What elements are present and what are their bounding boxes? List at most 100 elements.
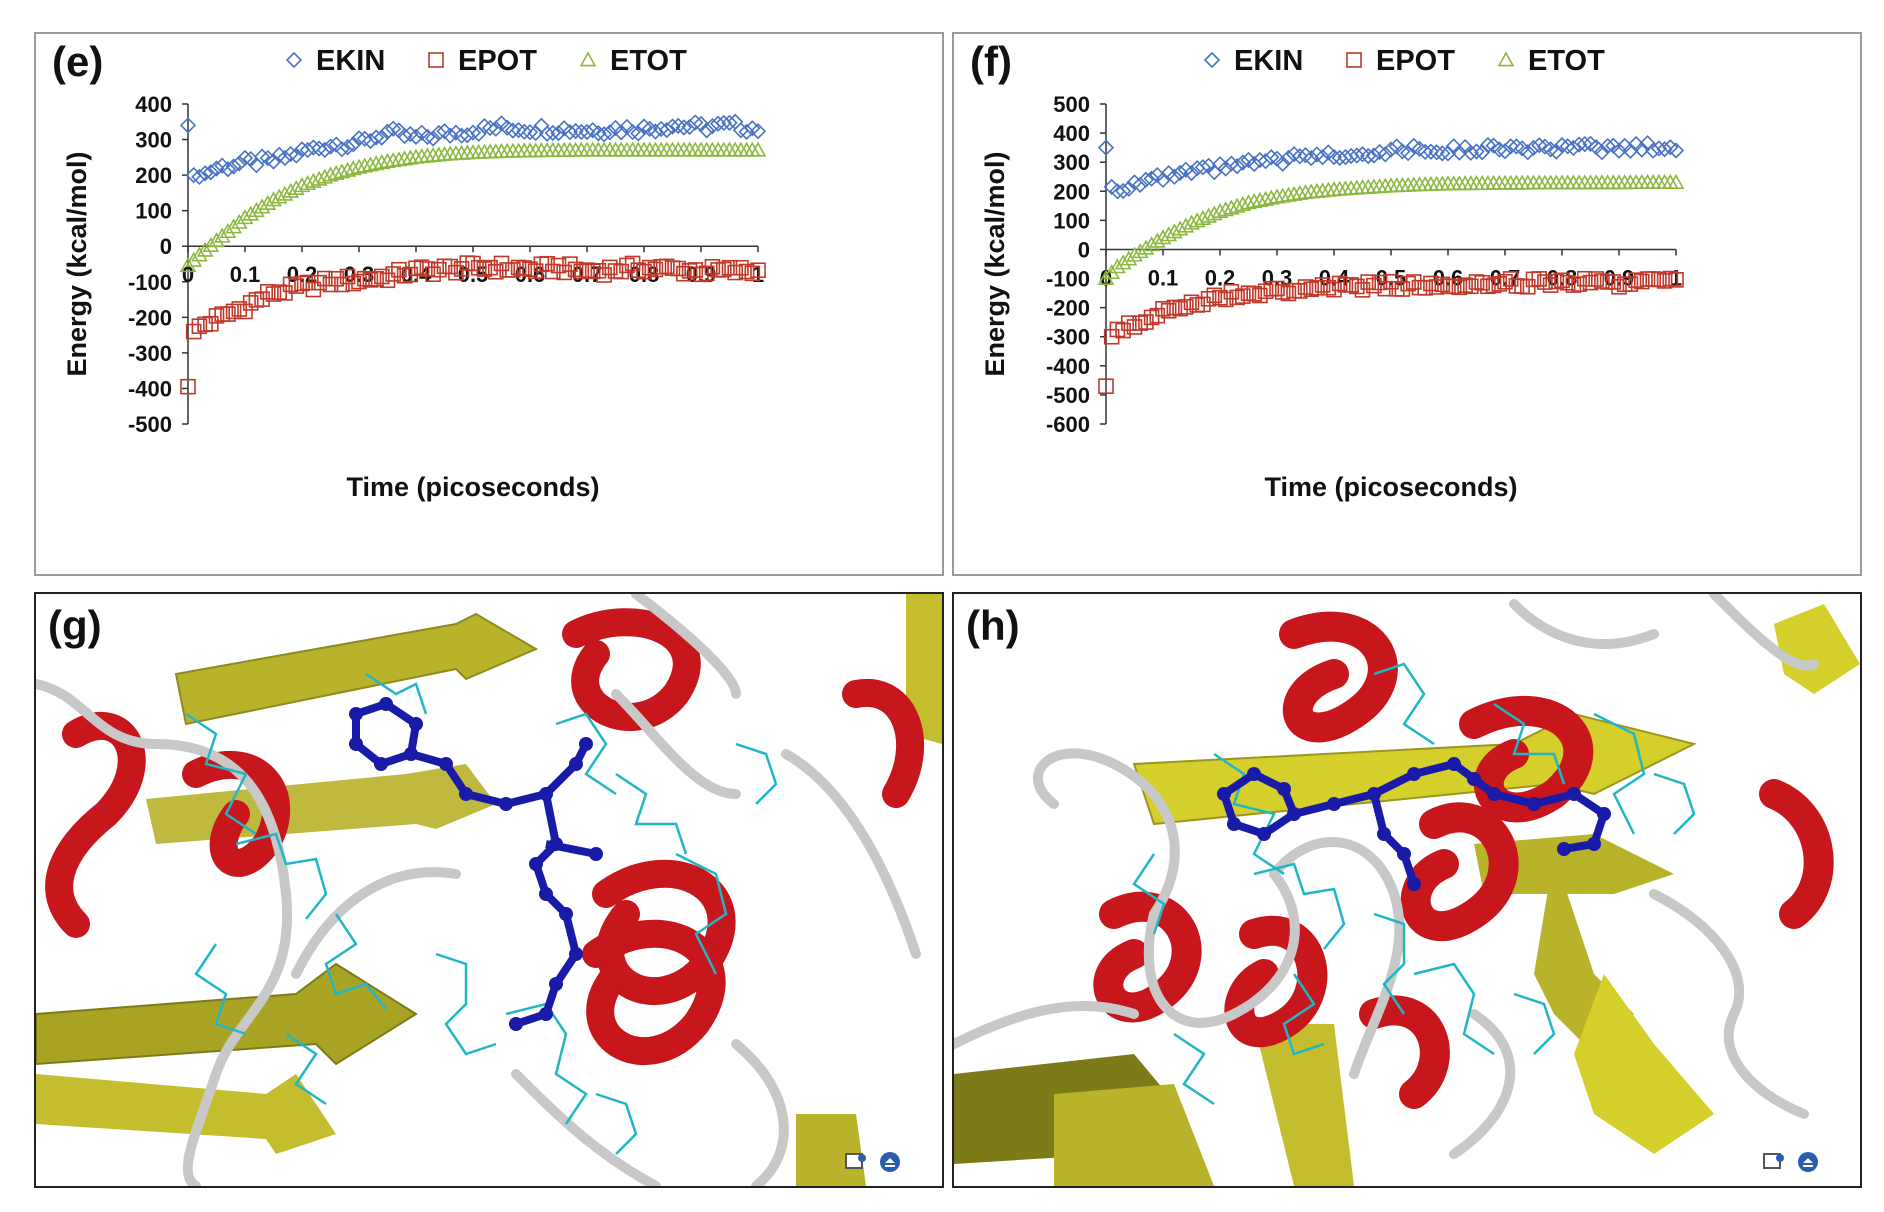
residue-sticks [185,672,778,1155]
y-tick-label: -400 [1046,354,1090,379]
data-point-etot [1177,217,1195,233]
data-point-ekin [550,124,567,142]
data-point-epot [601,259,618,276]
viewer-toolbar-h [1762,1150,1820,1174]
clip-icon[interactable] [878,1150,902,1174]
data-point-epot [579,262,595,278]
data-point-ekin [1417,143,1434,161]
data-point-ekin [231,155,248,172]
data-point-etot [1274,187,1292,203]
data-point-ekin [1422,143,1440,160]
data-point-epot [1206,287,1223,304]
data-point-epot [1537,274,1553,290]
data-point-epot [1212,289,1228,306]
data-point-epot [180,378,196,395]
data-point-etot [350,158,368,174]
data-point-ekin [202,164,219,181]
data-point-ekin [1314,149,1331,166]
y-tick-label: -300 [1046,325,1090,350]
x-axis-title: Time (picoseconds) [1264,472,1517,502]
data-point-epot [208,308,225,324]
data-point-etot [327,164,345,180]
legend-marker-ekin [1203,51,1221,69]
data-point-ekin [675,119,693,136]
data-point-ekin [333,141,351,158]
data-point-ekin [481,119,499,137]
data-point-epot [225,303,242,320]
data-point-etot [1257,190,1274,206]
data-point-etot [344,160,362,176]
data-point-epot [1457,277,1473,293]
series-ekin [179,113,767,186]
data-point-epot [482,259,498,276]
protein-ribbon-view-h [954,594,1860,1186]
x-tick-label: 0.1 [230,262,261,287]
viewer-icon[interactable] [1762,1150,1786,1174]
data-point-ekin [1171,164,1189,181]
data-point-ekin [1263,149,1280,166]
data-point-epot [237,303,253,320]
data-point-epot [1451,279,1468,296]
data-point-epot [1554,272,1570,289]
data-point-epot [476,261,493,277]
data-point-epot [1485,277,1502,294]
data-point-epot [191,318,208,335]
data-point-etot [293,177,311,193]
data-point-ekin [1496,143,1514,160]
viewer-icon[interactable] [844,1150,868,1174]
legend-marker-epot [1346,52,1362,68]
data-point-ekin [601,124,618,141]
data-point-ekin [516,123,533,140]
residue-sticks [1132,662,1696,1106]
data-point-epot [294,275,310,292]
data-point-etot [219,222,237,239]
data-point-epot [1480,278,1496,295]
data-point-etot [185,251,203,267]
data-point-ekin [196,165,214,182]
legend-marker-etot [579,51,597,67]
data-point-epot [1462,278,1479,295]
y-tick-label: 500 [1053,92,1090,117]
data-point-epot [1183,294,1200,311]
data-point-epot [676,265,692,282]
data-point-ekin [1508,138,1525,155]
series-etot [179,141,767,273]
data-point-etot [1166,223,1183,239]
data-point-etot [236,209,254,225]
data-point-ekin [1599,137,1616,155]
data-point-ekin [1183,164,1200,182]
y-tick-label: 300 [1053,150,1090,175]
data-point-etot [1200,207,1217,223]
data-point-epot [203,315,219,332]
data-point-etot [242,205,260,221]
data-point-epot [430,261,447,278]
data-point-epot [505,262,521,278]
data-point-etot [225,218,242,234]
data-point-etot [191,246,208,262]
data-point-ekin [1667,142,1685,159]
data-point-epot [1366,277,1382,294]
data-point-epot [1651,271,1667,288]
panel-label-g: (g) [48,602,102,649]
data-point-ekin [208,160,225,177]
data-point-epot [1445,278,1462,295]
data-point-epot [345,275,362,292]
data-point-epot [1474,274,1491,291]
clip-icon[interactable] [1796,1150,1820,1174]
data-point-epot [641,259,658,276]
data-point-epot [636,263,652,280]
data-point-ekin [630,125,647,142]
data-point-epot [727,264,744,281]
data-point-etot [230,213,248,229]
data-point-epot [1326,281,1342,298]
data-point-ekin [316,141,333,159]
data-point-etot [1160,226,1178,242]
data-point-etot [1211,202,1229,219]
data-point-epot [733,259,749,276]
y-tick-label: 0 [1078,237,1090,262]
data-point-etot [1240,194,1257,210]
data-point-ekin [635,118,653,135]
data-point-etot [282,182,299,198]
data-point-epot [1121,315,1137,331]
data-point-ekin [738,123,755,141]
